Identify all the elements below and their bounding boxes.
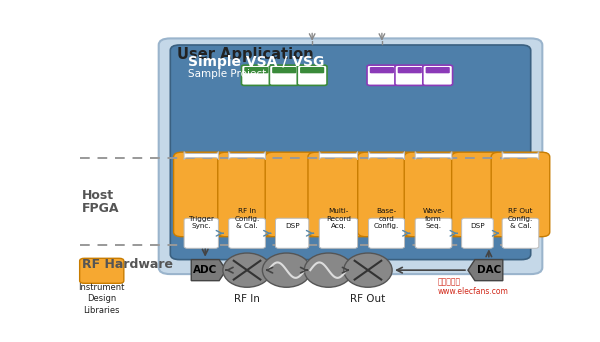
FancyBboxPatch shape — [368, 152, 404, 159]
FancyBboxPatch shape — [415, 152, 452, 159]
FancyBboxPatch shape — [173, 152, 229, 237]
Text: RF Out: RF Out — [350, 294, 386, 304]
Text: Trigger
Sync.: Trigger Sync. — [189, 215, 214, 229]
FancyBboxPatch shape — [452, 152, 503, 237]
FancyBboxPatch shape — [319, 218, 358, 248]
Text: RF In: RF In — [234, 294, 260, 304]
FancyBboxPatch shape — [275, 218, 309, 248]
FancyBboxPatch shape — [269, 65, 299, 86]
FancyBboxPatch shape — [502, 152, 539, 159]
Text: RF Out
Config.
& Cal.: RF Out Config. & Cal. — [508, 208, 533, 229]
Polygon shape — [468, 260, 503, 281]
Text: ADC: ADC — [193, 265, 217, 275]
FancyBboxPatch shape — [425, 67, 450, 73]
FancyBboxPatch shape — [300, 67, 324, 73]
FancyBboxPatch shape — [265, 152, 319, 237]
FancyBboxPatch shape — [229, 152, 265, 159]
Text: DSP: DSP — [470, 223, 485, 229]
Text: Sample Project: Sample Project — [188, 69, 266, 79]
FancyBboxPatch shape — [218, 152, 277, 237]
FancyBboxPatch shape — [395, 65, 425, 86]
FancyBboxPatch shape — [404, 152, 463, 237]
Text: 电子发烧友
www.elecfans.com: 电子发烧友 www.elecfans.com — [438, 277, 509, 297]
Text: Simple VSA / VSG: Simple VSA / VSG — [188, 55, 325, 69]
Text: User Application: User Application — [178, 47, 314, 62]
Ellipse shape — [262, 253, 311, 287]
Text: Host: Host — [82, 188, 114, 201]
Text: Wave-
form
Seq.: Wave- form Seq. — [422, 208, 445, 229]
Ellipse shape — [344, 253, 392, 287]
FancyBboxPatch shape — [368, 218, 404, 248]
FancyBboxPatch shape — [367, 65, 397, 86]
Text: Multi-
Record
Acq.: Multi- Record Acq. — [326, 208, 351, 229]
FancyBboxPatch shape — [229, 218, 265, 248]
FancyBboxPatch shape — [244, 67, 268, 73]
FancyBboxPatch shape — [184, 152, 218, 159]
FancyBboxPatch shape — [398, 67, 422, 73]
Polygon shape — [191, 260, 226, 281]
Text: Instrument
Design
Libraries: Instrument Design Libraries — [79, 283, 125, 315]
Text: DSP: DSP — [285, 223, 299, 229]
FancyBboxPatch shape — [184, 218, 218, 248]
FancyBboxPatch shape — [423, 65, 452, 86]
FancyBboxPatch shape — [461, 218, 493, 248]
FancyBboxPatch shape — [158, 38, 542, 274]
Text: RF Hardware: RF Hardware — [82, 258, 173, 271]
FancyBboxPatch shape — [308, 152, 369, 237]
FancyBboxPatch shape — [415, 218, 452, 248]
FancyBboxPatch shape — [297, 65, 327, 86]
Text: Base-
card
Config.: Base- card Config. — [374, 208, 399, 229]
FancyBboxPatch shape — [491, 152, 550, 237]
FancyBboxPatch shape — [502, 218, 539, 248]
FancyBboxPatch shape — [358, 152, 415, 237]
FancyBboxPatch shape — [272, 67, 296, 73]
FancyBboxPatch shape — [241, 65, 271, 86]
Text: FPGA: FPGA — [82, 202, 119, 215]
FancyBboxPatch shape — [319, 152, 358, 159]
FancyBboxPatch shape — [370, 67, 394, 73]
FancyBboxPatch shape — [80, 258, 124, 283]
Ellipse shape — [223, 253, 271, 287]
Text: RF In
Config.
& Cal.: RF In Config. & Cal. — [235, 208, 260, 229]
Ellipse shape — [304, 253, 353, 287]
Text: DAC: DAC — [477, 265, 501, 275]
FancyBboxPatch shape — [170, 45, 531, 260]
